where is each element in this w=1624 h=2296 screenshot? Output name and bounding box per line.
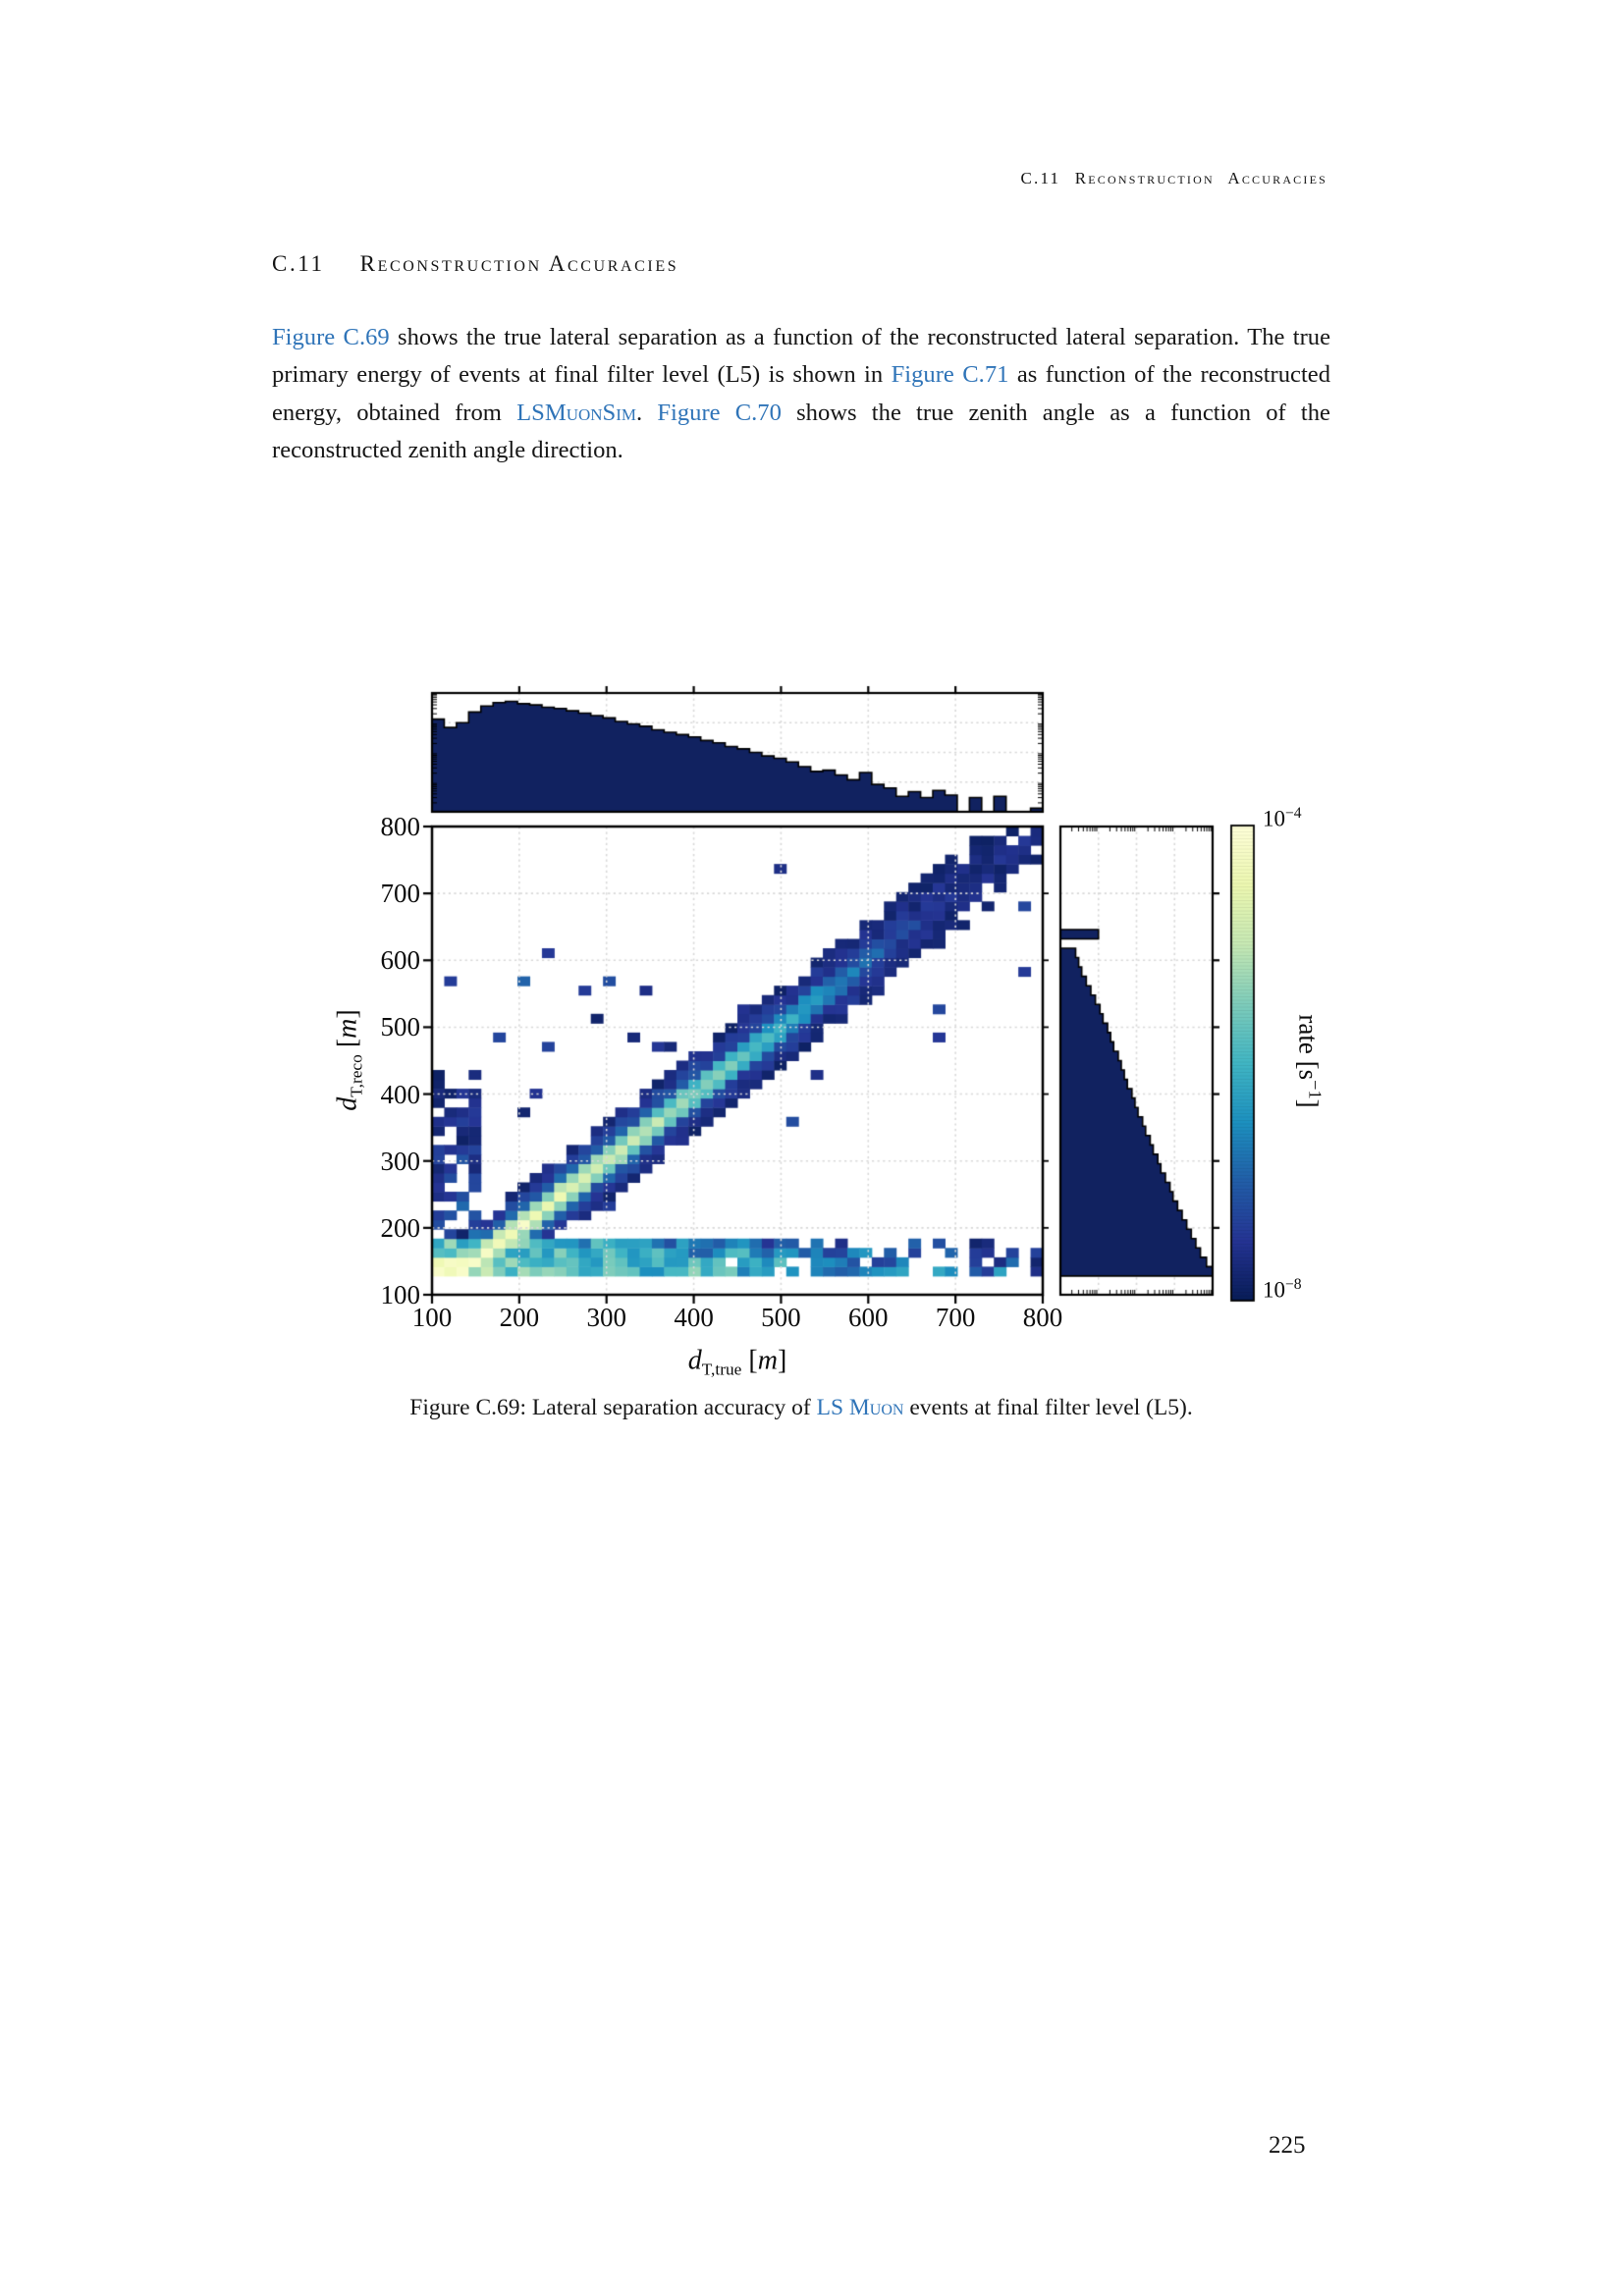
figure-link[interactable]: Figure C.69 — [272, 324, 390, 350]
text-run: shows the true lateral separation as a f… — [272, 324, 1331, 389]
x-axis-subscript: T,true — [701, 1360, 742, 1379]
x-axis-unit-close: ] — [777, 1345, 787, 1376]
colorbar-min-base: 10 — [1263, 1277, 1285, 1303]
x-axis-unit: m — [757, 1345, 778, 1376]
section-number: C.11 — [272, 251, 325, 276]
page-number: 225 — [1269, 2132, 1306, 2159]
y-tick-label: 800 — [380, 812, 421, 841]
running-header: C.11 Reconstruction Accuracies — [1020, 169, 1327, 187]
y-tick-label: 600 — [380, 945, 421, 976]
y-tick-label: 100 — [380, 1280, 421, 1309]
y-tick-label: 200 — [380, 1212, 421, 1243]
colorbar-max-label: 10−4 — [1263, 805, 1302, 832]
text-run: . — [635, 399, 658, 426]
colorbar-min-label: 10−8 — [1263, 1276, 1302, 1304]
y-tick-label: 400 — [380, 1079, 421, 1109]
section-title: Reconstruction Accuracies — [359, 251, 679, 276]
y-axis-subscript: T,reco — [347, 1054, 366, 1097]
y-axis-unit-open: [ — [332, 1038, 363, 1048]
colorbar-max-base: 10 — [1263, 806, 1285, 831]
x-tick-label: 700 — [935, 1303, 976, 1332]
text-run: Figure C.69: Lateral separation accuracy… — [409, 1395, 817, 1420]
figure-link[interactable]: LSMuonSim — [516, 399, 636, 426]
colorbar-unit: s — [1293, 1069, 1324, 1081]
x-tick-label: 100 — [411, 1303, 453, 1332]
figure-link[interactable]: Figure C.70 — [657, 399, 782, 426]
x-tick-label: 800 — [1022, 1303, 1063, 1332]
figure-caption: Figure C.69: Lateral separation accuracy… — [272, 1395, 1330, 1421]
section-heading: C.11 Reconstruction Accuracies — [272, 251, 678, 277]
colorbar-unit-exponent: −1 — [1305, 1080, 1326, 1099]
x-tick-label: 200 — [499, 1303, 540, 1332]
colorbar-unit-open: [ — [1293, 1060, 1324, 1070]
figure-link[interactable]: LS Muon — [816, 1395, 904, 1420]
text-run: as function of the reconstructed energy,… — [272, 361, 1330, 426]
x-axis-label: dT,true [m] — [688, 1346, 787, 1380]
x-tick-label: 300 — [586, 1303, 626, 1332]
x-axis-unit-open: [ — [748, 1345, 758, 1376]
colorbar-unit-close: ] — [1293, 1098, 1324, 1108]
y-axis-unit-close: ] — [332, 1009, 363, 1019]
figure-link[interactable]: Figure C.71 — [891, 361, 1009, 389]
y-axis-unit: m — [332, 1018, 363, 1039]
colorbar-axis-label: rate [s−1] — [1293, 1014, 1326, 1107]
text-run: events at final filter level (L5). — [903, 1395, 1193, 1420]
colorbar-min-exponent: −8 — [1285, 1276, 1302, 1293]
text-run: shows the true zenith angle as a functio… — [272, 399, 1330, 464]
colorbar-max-exponent: −4 — [1285, 805, 1302, 822]
colorbar-label-text: rate — [1293, 1014, 1324, 1054]
x-tick-label: 600 — [848, 1303, 889, 1332]
y-axis-symbol: d — [332, 1096, 363, 1111]
x-tick-label: 500 — [761, 1303, 801, 1332]
body-paragraph: Figure C.69 shows the true lateral separ… — [272, 319, 1330, 470]
y-tick-label: 500 — [380, 1012, 421, 1042]
x-axis-symbol: d — [687, 1345, 702, 1376]
y-tick-label: 300 — [380, 1146, 421, 1176]
x-tick-label: 400 — [674, 1303, 714, 1332]
lateral-separation-heatmap — [412, 682, 1276, 1315]
y-tick-label: 700 — [380, 879, 421, 909]
y-axis-label: dT,reco [m] — [333, 1009, 367, 1110]
